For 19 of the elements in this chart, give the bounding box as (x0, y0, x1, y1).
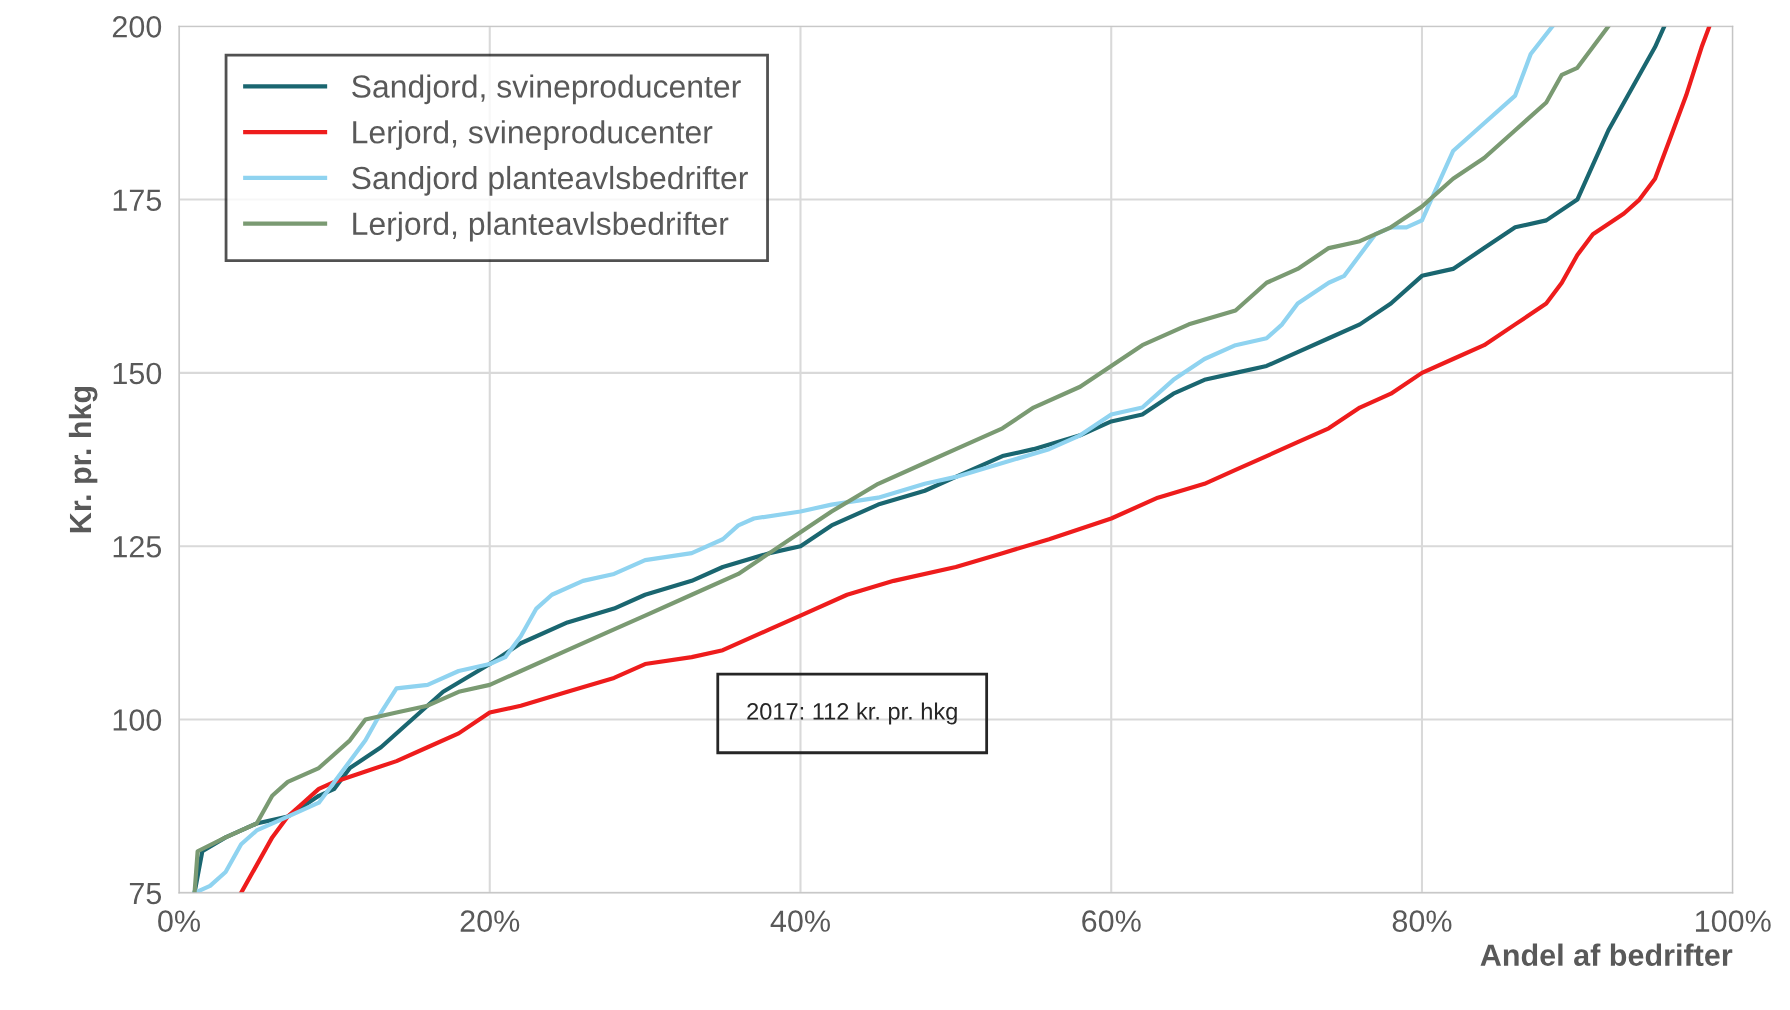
x-tick-label: 100% (1695, 910, 1771, 932)
y-axis-title: Kr. pr. hkg (68, 386, 98, 533)
legend-label: Sandjord, svineproducenter (352, 74, 741, 105)
annotation: 2017: 112 kr. pr. hkg (747, 702, 957, 725)
y-tick-label: 175 (113, 189, 162, 211)
legend-label: Sandjord planteavlsbedrifter (352, 165, 748, 196)
x-tick-label: 80% (1392, 910, 1452, 932)
y-tick-label: 125 (113, 535, 162, 558)
y-tick-label: 100 (113, 709, 162, 731)
x-axis-title: Andel af bedrifter (1480, 943, 1733, 966)
x-tick-label: 20% (460, 910, 520, 932)
y-tick-label: 200 (112, 16, 162, 38)
legend-label: Lerjord, planteavlsbedrifter (353, 211, 729, 242)
legend-label: Lerjord, svineproducenter (353, 120, 713, 150)
y-tick-label: 150 (113, 362, 162, 385)
x-tick-label: 0% (158, 910, 200, 932)
x-tick-label: 60% (1082, 910, 1141, 932)
y-tick-label: 75 (129, 882, 162, 905)
x-tick-label: 40% (770, 910, 830, 932)
